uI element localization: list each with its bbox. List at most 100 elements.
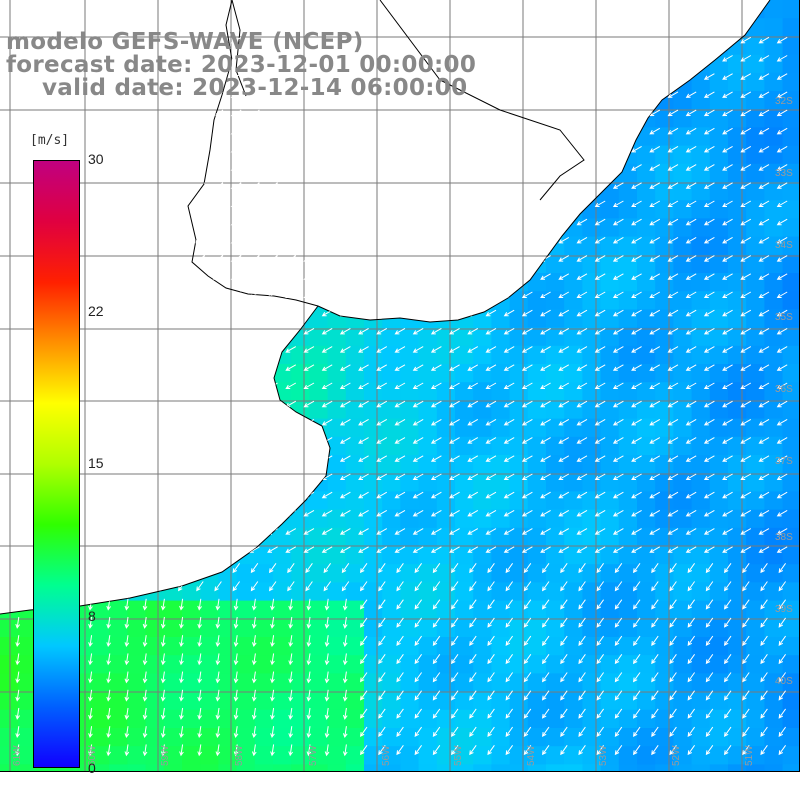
wind-arrow bbox=[758, 437, 770, 444]
border-line bbox=[379, 0, 585, 201]
lat-label: 40S bbox=[775, 676, 793, 687]
wind-speed-cell bbox=[637, 455, 656, 474]
wind-arrow bbox=[742, 617, 750, 628]
wind-speed-cell bbox=[582, 400, 602, 420]
wind-arrow bbox=[667, 236, 679, 244]
wind-arrow bbox=[614, 708, 623, 719]
wind-speed-cell bbox=[236, 709, 256, 729]
wind-speed-cell bbox=[18, 709, 37, 729]
wind-arrow bbox=[722, 218, 733, 226]
wind-arrow bbox=[467, 400, 479, 408]
wind-arrow bbox=[487, 672, 495, 683]
wind-arrow bbox=[540, 346, 551, 353]
wind-speed-cell bbox=[728, 273, 747, 292]
wind-speed-cell bbox=[673, 182, 693, 201]
wind-speed-cell bbox=[364, 600, 383, 620]
wind-speed-cell bbox=[728, 72, 747, 92]
wind-arrow bbox=[251, 744, 257, 757]
wind-speed-cell bbox=[291, 618, 310, 638]
wind-speed-cell bbox=[382, 364, 401, 383]
wind-arrow bbox=[558, 418, 570, 426]
lon-label: 53W bbox=[598, 745, 609, 766]
wind-speed-cell bbox=[564, 728, 583, 747]
wind-speed-cell bbox=[637, 364, 656, 383]
wind-arrow bbox=[179, 598, 184, 611]
wind-speed-cell bbox=[782, 36, 799, 56]
wind-arrow bbox=[594, 546, 606, 553]
wind-speed-cell bbox=[746, 709, 765, 729]
wind-arrow bbox=[378, 599, 386, 610]
wind-arrow bbox=[359, 581, 368, 592]
wind-arrow bbox=[558, 437, 570, 444]
wind-arrow bbox=[596, 672, 605, 683]
wind-speed-cell bbox=[746, 36, 765, 56]
wind-arrow bbox=[740, 91, 752, 98]
wind-speed-cell bbox=[728, 182, 747, 201]
wind-arrow bbox=[740, 218, 752, 226]
wind-speed-cell bbox=[673, 309, 693, 329]
wind-arrow bbox=[758, 382, 770, 389]
wind-speed-cell bbox=[655, 218, 674, 238]
wind-arrow bbox=[521, 509, 533, 517]
wind-speed-cell bbox=[345, 364, 365, 383]
wind-arrow bbox=[740, 491, 752, 499]
wind-speed-cell bbox=[182, 764, 201, 771]
wind-arrow bbox=[614, 563, 623, 574]
wind-speed-cell bbox=[418, 637, 438, 656]
wind-arrow bbox=[396, 726, 404, 737]
wind-speed-cell bbox=[418, 582, 438, 602]
wind-speed-cell bbox=[709, 418, 729, 438]
wind-speed-cell bbox=[600, 709, 620, 729]
wind-speed-cell bbox=[491, 582, 511, 602]
wind-arrow bbox=[778, 635, 787, 646]
wind-arrow bbox=[631, 491, 642, 499]
wind-arrow bbox=[667, 273, 679, 280]
wind-arrow bbox=[378, 690, 386, 701]
wind-arrow bbox=[631, 291, 642, 298]
wind-arrow bbox=[376, 400, 388, 408]
wind-arrow bbox=[722, 382, 733, 389]
wind-speed-cell bbox=[637, 600, 656, 620]
wind-speed-cell bbox=[618, 509, 638, 529]
wind-arrow bbox=[685, 109, 697, 117]
wind-speed-cell bbox=[527, 527, 547, 547]
wind-arrow bbox=[505, 708, 514, 719]
wind-speed-cell bbox=[728, 709, 747, 729]
wind-arrow bbox=[540, 473, 551, 480]
wind-arrow bbox=[740, 145, 752, 153]
wind-speed-cell bbox=[564, 564, 583, 583]
wind-arrow bbox=[124, 653, 130, 666]
wind-arrow bbox=[541, 708, 550, 719]
wind-speed-cell bbox=[327, 400, 347, 420]
wind-speed-cell bbox=[145, 600, 165, 620]
wind-speed-cell bbox=[127, 746, 147, 765]
wind-arrow bbox=[212, 273, 224, 280]
valid-date: valid date: 2023-12-14 06:00:00 bbox=[42, 75, 468, 101]
wind-speed-cell bbox=[200, 600, 219, 620]
wind-speed-cell bbox=[728, 509, 747, 529]
wind-arrow bbox=[594, 309, 606, 317]
wind-arrow bbox=[776, 36, 788, 44]
wind-arrow bbox=[376, 473, 388, 480]
wind-arrow bbox=[578, 635, 586, 646]
wind-speed-cell bbox=[746, 145, 765, 165]
wind-speed-cell bbox=[527, 473, 547, 492]
wind-speed-cell bbox=[0, 746, 19, 765]
wind-arrow bbox=[450, 654, 459, 665]
wind-speed-cell bbox=[436, 546, 456, 565]
wind-arrow bbox=[230, 273, 242, 280]
wind-speed-cell bbox=[182, 746, 201, 765]
wind-arrow bbox=[778, 617, 787, 628]
wind-arrow bbox=[394, 364, 406, 371]
wind-arrow bbox=[614, 726, 623, 737]
wind-speed-cell bbox=[782, 673, 799, 693]
wind-arrow bbox=[288, 616, 293, 629]
wind-speed-cell bbox=[618, 764, 638, 771]
wind-speed-cell bbox=[418, 382, 438, 401]
wind-arrow bbox=[776, 145, 788, 153]
wind-arrow bbox=[631, 164, 642, 171]
wind-speed-cell bbox=[91, 746, 110, 765]
wind-speed-cell bbox=[364, 691, 383, 711]
wind-arrow bbox=[576, 346, 588, 353]
wind-arrow bbox=[505, 635, 514, 646]
